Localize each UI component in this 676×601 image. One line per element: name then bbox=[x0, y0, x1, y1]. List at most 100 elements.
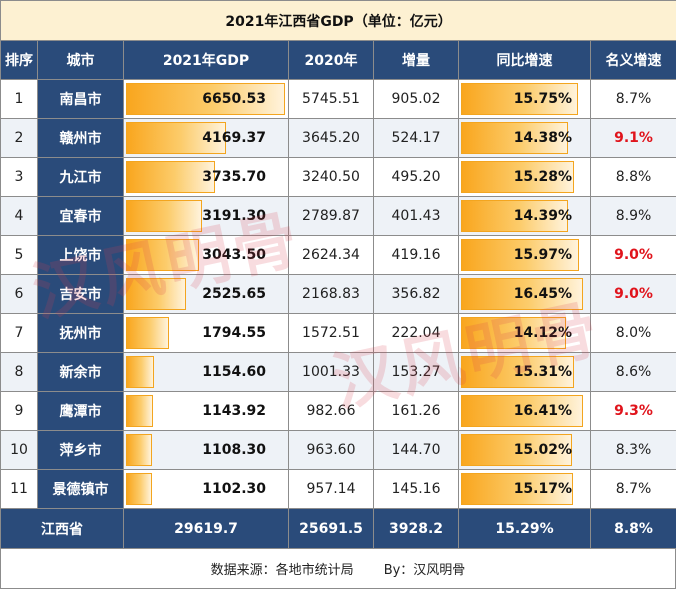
city-cell: 鹰潭市 bbox=[37, 391, 124, 431]
gdp-bar bbox=[126, 122, 226, 154]
table-row: 2 赣州市 4169.37 3645.20 524.17 14.38% 9.1% bbox=[0, 118, 676, 158]
gdp2021-value: 1108.30 bbox=[202, 442, 266, 458]
table-row: 3 九江市 3735.70 3240.50 495.20 15.28% 8.8% bbox=[0, 157, 676, 197]
increase-cell: 524.17 bbox=[373, 118, 459, 158]
nominal-cell: 8.7% bbox=[589, 469, 676, 509]
growth-cell: 15.17% bbox=[458, 469, 591, 509]
rank-cell: 1 bbox=[0, 79, 38, 119]
city-cell: 宜春市 bbox=[37, 196, 124, 236]
city-cell: 赣州市 bbox=[37, 118, 124, 158]
gdp2020-cell: 982.66 bbox=[288, 391, 374, 431]
col-header-rank: 排序 bbox=[0, 40, 38, 80]
city-cell: 九江市 bbox=[37, 157, 124, 197]
nominal-cell: 9.3% bbox=[589, 391, 676, 431]
col-header-nominal: 名义增速 bbox=[589, 40, 676, 80]
growth-value: 15.31% bbox=[513, 364, 572, 380]
gdp2021-cell: 1108.30 bbox=[123, 430, 289, 470]
table-row: 5 上饶市 3043.50 2624.34 419.16 15.97% 9.0% bbox=[0, 235, 676, 275]
gdp2020-cell: 3645.20 bbox=[288, 118, 374, 158]
city-cell: 新余市 bbox=[37, 352, 124, 392]
growth-value: 15.75% bbox=[513, 91, 572, 107]
gdp2021-cell: 6650.53 bbox=[123, 79, 289, 119]
col-header-increase: 增量 bbox=[373, 40, 459, 80]
growth-bar bbox=[461, 473, 573, 505]
gdp-bar bbox=[126, 395, 153, 427]
total-label: 江西省 bbox=[0, 508, 124, 549]
growth-value: 14.38% bbox=[513, 130, 572, 146]
gdp2021-value: 2525.65 bbox=[202, 286, 266, 302]
table-row: 4 宜春市 3191.30 2789.87 401.43 14.39% 8.9% bbox=[0, 196, 676, 236]
growth-cell: 15.97% bbox=[458, 235, 591, 275]
growth-cell: 14.38% bbox=[458, 118, 591, 158]
gdp-bar bbox=[126, 317, 169, 349]
gdp2020-cell: 5745.51 bbox=[288, 79, 374, 119]
gdp-bar bbox=[126, 278, 186, 310]
growth-bar bbox=[461, 161, 574, 193]
gdp2021-cell: 3735.70 bbox=[123, 157, 289, 197]
growth-cell: 14.39% bbox=[458, 196, 591, 236]
growth-bar bbox=[461, 317, 566, 349]
rank-cell: 10 bbox=[0, 430, 38, 470]
col-header-city: 城市 bbox=[37, 40, 124, 80]
city-cell: 南昌市 bbox=[37, 79, 124, 119]
increase-cell: 222.04 bbox=[373, 313, 459, 353]
growth-value: 15.02% bbox=[513, 442, 572, 458]
increase-cell: 356.82 bbox=[373, 274, 459, 314]
gdp2021-value: 1102.30 bbox=[202, 481, 266, 497]
rank-cell: 11 bbox=[0, 469, 38, 509]
gdp-bar bbox=[126, 200, 202, 232]
gdp2020-cell: 963.60 bbox=[288, 430, 374, 470]
growth-bar bbox=[461, 83, 578, 115]
growth-value: 15.28% bbox=[513, 169, 572, 185]
growth-value: 15.17% bbox=[513, 481, 572, 497]
nominal-cell: 8.3% bbox=[589, 430, 676, 470]
gdp-bar bbox=[126, 356, 154, 388]
gdp2021-cell: 3191.30 bbox=[123, 196, 289, 236]
growth-bar bbox=[461, 395, 583, 427]
nominal-cell: 8.8% bbox=[589, 157, 676, 197]
growth-cell: 15.75% bbox=[458, 79, 591, 119]
increase-cell: 161.26 bbox=[373, 391, 459, 431]
rank-cell: 3 bbox=[0, 157, 38, 197]
gdp-bar bbox=[126, 239, 199, 271]
gdp2020-cell: 2624.34 bbox=[288, 235, 374, 275]
rank-cell: 9 bbox=[0, 391, 38, 431]
nominal-cell: 8.0% bbox=[589, 313, 676, 353]
gdp2021-cell: 2525.65 bbox=[123, 274, 289, 314]
growth-value: 15.97% bbox=[513, 247, 572, 263]
gdp2021-value: 6650.53 bbox=[202, 91, 266, 107]
footer: 数据来源：各地市统计局 By：汉风明骨 bbox=[0, 549, 676, 589]
nominal-cell: 9.1% bbox=[589, 118, 676, 158]
growth-cell: 16.45% bbox=[458, 274, 591, 314]
footer-author: By：汉风明骨 bbox=[383, 563, 466, 578]
gdp-table: 2021年江西省GDP（单位：亿元） 排序 城市 2021年GDP 2020年 … bbox=[0, 0, 676, 549]
gdp2021-cell: 1794.55 bbox=[123, 313, 289, 353]
growth-bar bbox=[461, 278, 583, 310]
gdp2021-cell: 1102.30 bbox=[123, 469, 289, 509]
gdp2020-cell: 1572.51 bbox=[288, 313, 374, 353]
rank-cell: 4 bbox=[0, 196, 38, 236]
table-row: 11 景德镇市 1102.30 957.14 145.16 15.17% 8.7% bbox=[0, 469, 676, 509]
rank-cell: 5 bbox=[0, 235, 38, 275]
gdp2020-cell: 957.14 bbox=[288, 469, 374, 509]
growth-value: 14.12% bbox=[513, 325, 572, 341]
growth-bar bbox=[461, 200, 568, 232]
rank-cell: 6 bbox=[0, 274, 38, 314]
gdp2021-value: 1154.60 bbox=[202, 364, 266, 380]
table-row: 10 萍乡市 1108.30 963.60 144.70 15.02% 8.3% bbox=[0, 430, 676, 470]
increase-cell: 144.70 bbox=[373, 430, 459, 470]
total-row: 江西省 29619.7 25691.5 3928.2 15.29% 8.8% bbox=[0, 508, 676, 549]
growth-bar bbox=[461, 122, 568, 154]
nominal-cell: 8.9% bbox=[589, 196, 676, 236]
gdp2021-value: 3043.50 bbox=[202, 247, 266, 263]
growth-cell: 15.31% bbox=[458, 352, 591, 392]
gdp2021-value: 1143.92 bbox=[202, 403, 266, 419]
gdp2021-value: 4169.37 bbox=[202, 130, 266, 146]
header-row: 排序 城市 2021年GDP 2020年 增量 同比增速 名义增速 bbox=[0, 40, 676, 80]
total-nominal: 8.8% bbox=[589, 508, 676, 549]
gdp2021-value: 3191.30 bbox=[202, 208, 266, 224]
growth-cell: 14.12% bbox=[458, 313, 591, 353]
nominal-cell: 8.7% bbox=[589, 79, 676, 119]
increase-cell: 495.20 bbox=[373, 157, 459, 197]
